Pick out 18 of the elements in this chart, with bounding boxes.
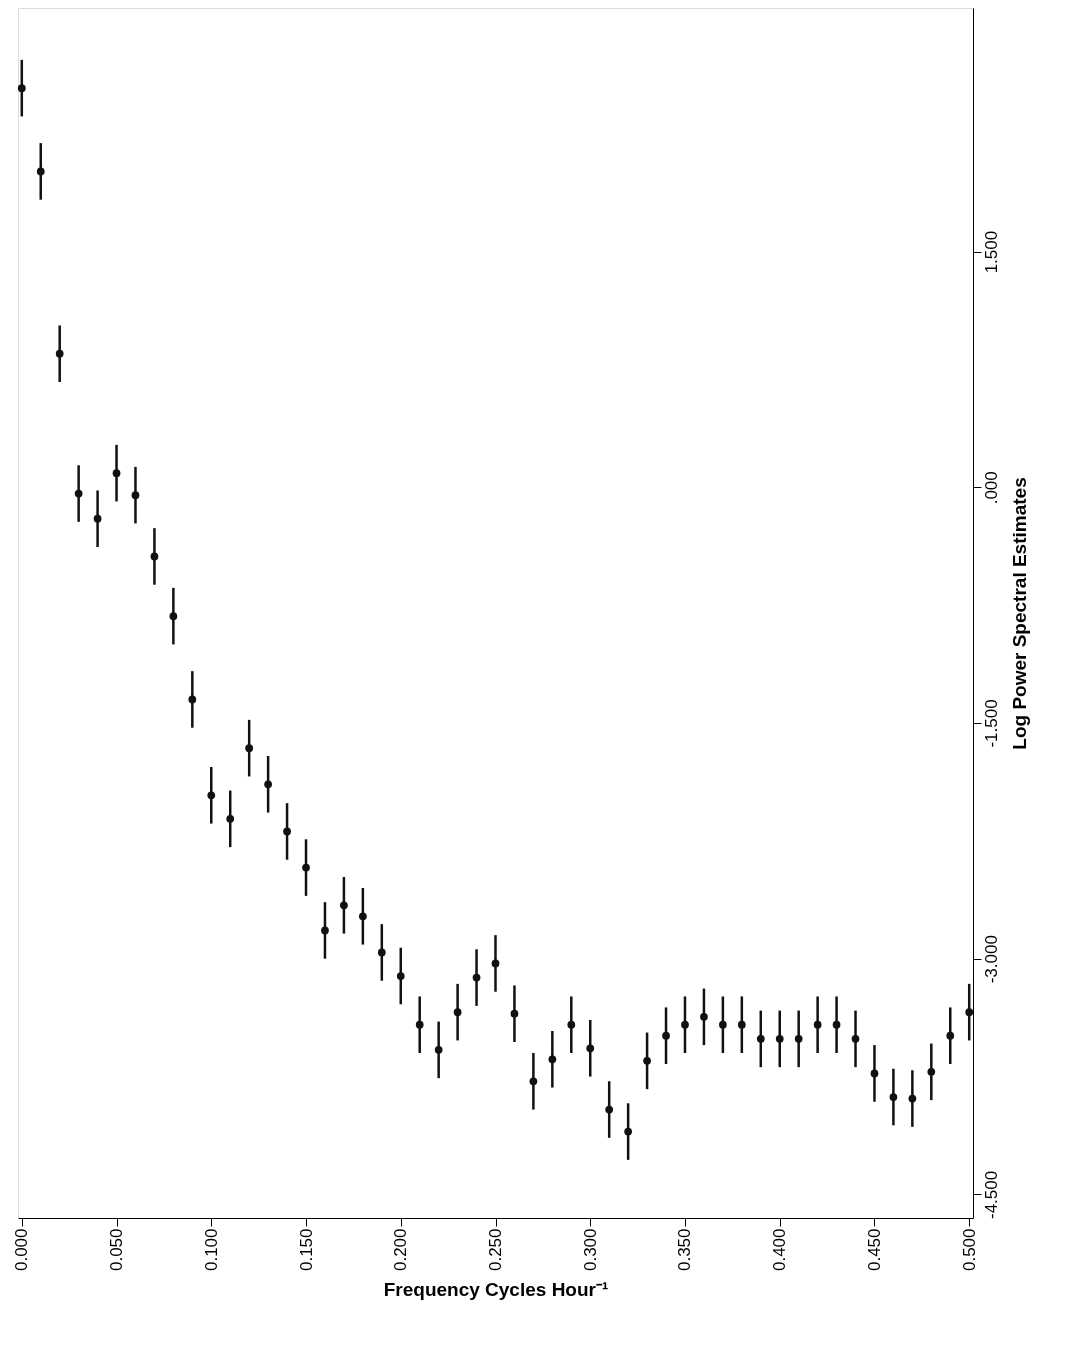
y-tick-label: .000 [981, 471, 1001, 505]
y-tick-label: -4.500 [981, 1170, 1001, 1220]
x-tick-label: 0.100 [201, 1228, 221, 1272]
x-tick-label: 0.150 [296, 1228, 316, 1272]
x-tick-label: 0.450 [864, 1228, 884, 1272]
x-tick-label: 0.250 [486, 1228, 505, 1272]
y-tick-label: -3.000 [981, 935, 1001, 984]
y-tick-label: -1.500 [981, 699, 1001, 748]
x-axis-title: Frequency Cycles Hour⁻¹ [383, 1279, 609, 1301]
x-tick-label: 0.050 [107, 1228, 127, 1272]
y-tick-label: 1.500 [981, 230, 1001, 274]
x-tick-label: 0.300 [580, 1228, 600, 1272]
x-tick-label: 0.350 [675, 1228, 695, 1272]
x-tick-label: 0.000 [12, 1228, 32, 1272]
x-tick-label: 0.200 [391, 1228, 411, 1272]
x-tick-label: 0.500 [959, 1228, 979, 1272]
x-tick-label: 0.400 [770, 1228, 790, 1272]
y-axis-title: Log Power Spectral Estimates [1008, 477, 1030, 750]
